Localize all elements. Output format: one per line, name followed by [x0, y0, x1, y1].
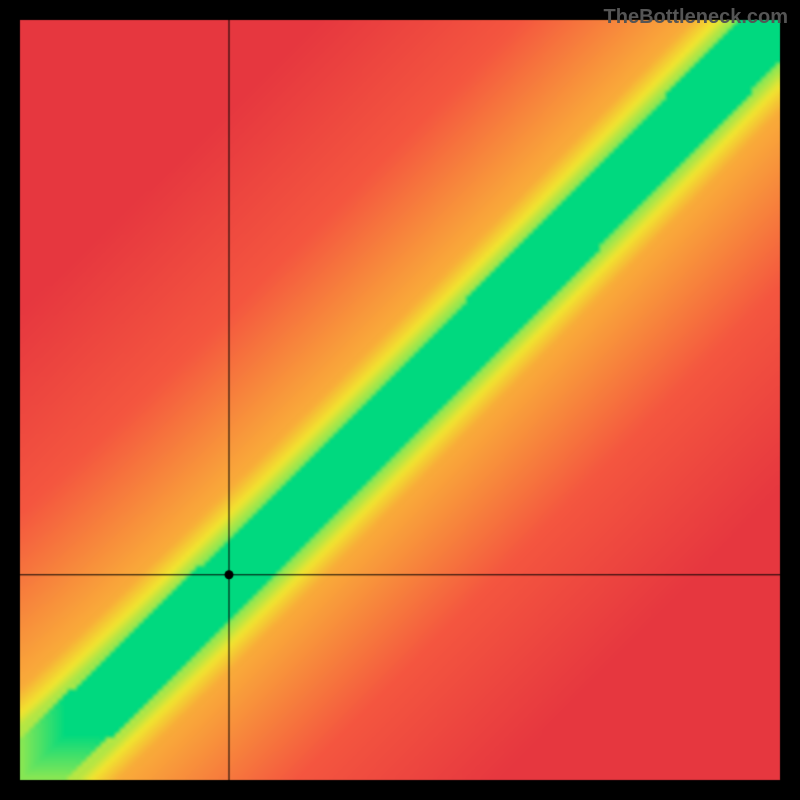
chart-stage: TheBottleneck.com — [0, 0, 800, 800]
bottleneck-heatmap — [0, 0, 800, 800]
